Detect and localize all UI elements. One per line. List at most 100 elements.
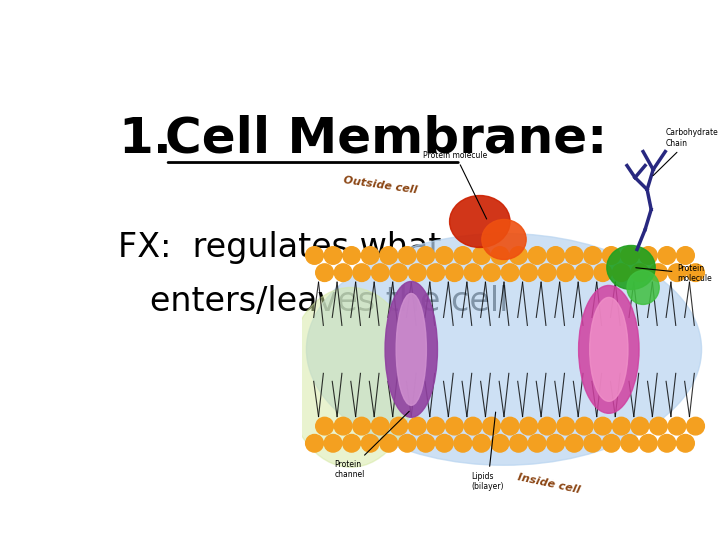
- Circle shape: [361, 435, 379, 452]
- Circle shape: [510, 435, 527, 452]
- Circle shape: [668, 417, 686, 435]
- Circle shape: [491, 247, 509, 264]
- Text: Cell Membrane:: Cell Membrane:: [166, 114, 608, 163]
- Circle shape: [631, 264, 649, 281]
- Circle shape: [446, 417, 463, 435]
- Circle shape: [464, 264, 482, 281]
- Ellipse shape: [579, 286, 639, 413]
- Circle shape: [557, 264, 575, 281]
- Circle shape: [575, 417, 593, 435]
- Circle shape: [305, 247, 323, 264]
- Circle shape: [528, 247, 546, 264]
- Circle shape: [334, 264, 352, 281]
- Ellipse shape: [396, 293, 426, 406]
- Circle shape: [472, 247, 490, 264]
- Text: enters/leaves the cell: enters/leaves the cell: [118, 285, 508, 318]
- Circle shape: [372, 264, 389, 281]
- Circle shape: [658, 247, 676, 264]
- Circle shape: [408, 417, 426, 435]
- Circle shape: [677, 435, 694, 452]
- Circle shape: [343, 435, 361, 452]
- Circle shape: [417, 435, 435, 452]
- Circle shape: [324, 435, 342, 452]
- Ellipse shape: [385, 281, 438, 417]
- Circle shape: [472, 435, 490, 452]
- Circle shape: [454, 435, 472, 452]
- Ellipse shape: [307, 233, 701, 465]
- Circle shape: [565, 247, 583, 264]
- Circle shape: [464, 417, 482, 435]
- Text: Inside cell: Inside cell: [516, 472, 580, 495]
- Circle shape: [446, 264, 463, 281]
- Circle shape: [557, 417, 575, 435]
- Ellipse shape: [627, 271, 660, 305]
- Circle shape: [436, 247, 453, 264]
- Text: 1.: 1.: [118, 114, 172, 163]
- Circle shape: [482, 417, 500, 435]
- Circle shape: [501, 264, 519, 281]
- Circle shape: [436, 435, 453, 452]
- Circle shape: [417, 247, 435, 264]
- Circle shape: [539, 417, 556, 435]
- Circle shape: [687, 417, 704, 435]
- Circle shape: [315, 264, 333, 281]
- Circle shape: [546, 435, 564, 452]
- Circle shape: [546, 247, 564, 264]
- Text: Lipids
(bilayer): Lipids (bilayer): [472, 412, 504, 491]
- Circle shape: [315, 417, 333, 435]
- Circle shape: [528, 435, 546, 452]
- Circle shape: [398, 247, 416, 264]
- Circle shape: [621, 247, 639, 264]
- Circle shape: [324, 247, 342, 264]
- Circle shape: [353, 264, 371, 281]
- Circle shape: [668, 264, 686, 281]
- Circle shape: [621, 435, 639, 452]
- Text: Carbohydrate
Chain: Carbohydrate Chain: [653, 128, 718, 176]
- Circle shape: [603, 435, 620, 452]
- Circle shape: [408, 264, 426, 281]
- Circle shape: [510, 247, 527, 264]
- Circle shape: [390, 417, 408, 435]
- Circle shape: [372, 417, 389, 435]
- Circle shape: [584, 247, 602, 264]
- Ellipse shape: [607, 246, 655, 289]
- Circle shape: [539, 264, 556, 281]
- Circle shape: [603, 247, 620, 264]
- Ellipse shape: [287, 287, 415, 467]
- Circle shape: [361, 247, 379, 264]
- Circle shape: [390, 264, 408, 281]
- Ellipse shape: [449, 195, 510, 247]
- Circle shape: [380, 247, 397, 264]
- Circle shape: [427, 417, 445, 435]
- Circle shape: [427, 264, 445, 281]
- Circle shape: [501, 417, 519, 435]
- Circle shape: [334, 417, 352, 435]
- Text: Protein
channel: Protein channel: [335, 411, 409, 480]
- Ellipse shape: [482, 219, 526, 260]
- Text: Protein
molecule: Protein molecule: [636, 264, 712, 284]
- Circle shape: [639, 247, 657, 264]
- Circle shape: [305, 435, 323, 452]
- Circle shape: [677, 247, 694, 264]
- Circle shape: [687, 264, 704, 281]
- Text: FX:  regulates what: FX: regulates what: [118, 231, 441, 264]
- Text: Protein molecule: Protein molecule: [423, 151, 487, 219]
- Circle shape: [594, 264, 612, 281]
- Circle shape: [454, 247, 472, 264]
- Circle shape: [658, 435, 676, 452]
- Circle shape: [482, 264, 500, 281]
- Circle shape: [575, 264, 593, 281]
- Circle shape: [631, 417, 649, 435]
- Circle shape: [343, 247, 361, 264]
- Circle shape: [353, 417, 371, 435]
- Circle shape: [649, 264, 667, 281]
- Circle shape: [520, 417, 537, 435]
- Text: Outside cell: Outside cell: [343, 176, 418, 195]
- Circle shape: [520, 264, 537, 281]
- Circle shape: [594, 417, 612, 435]
- Circle shape: [613, 417, 630, 435]
- Circle shape: [398, 435, 416, 452]
- Circle shape: [639, 435, 657, 452]
- Circle shape: [584, 435, 602, 452]
- Circle shape: [613, 264, 630, 281]
